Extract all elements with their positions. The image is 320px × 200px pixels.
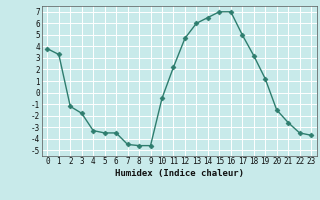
X-axis label: Humidex (Indice chaleur): Humidex (Indice chaleur)	[115, 169, 244, 178]
